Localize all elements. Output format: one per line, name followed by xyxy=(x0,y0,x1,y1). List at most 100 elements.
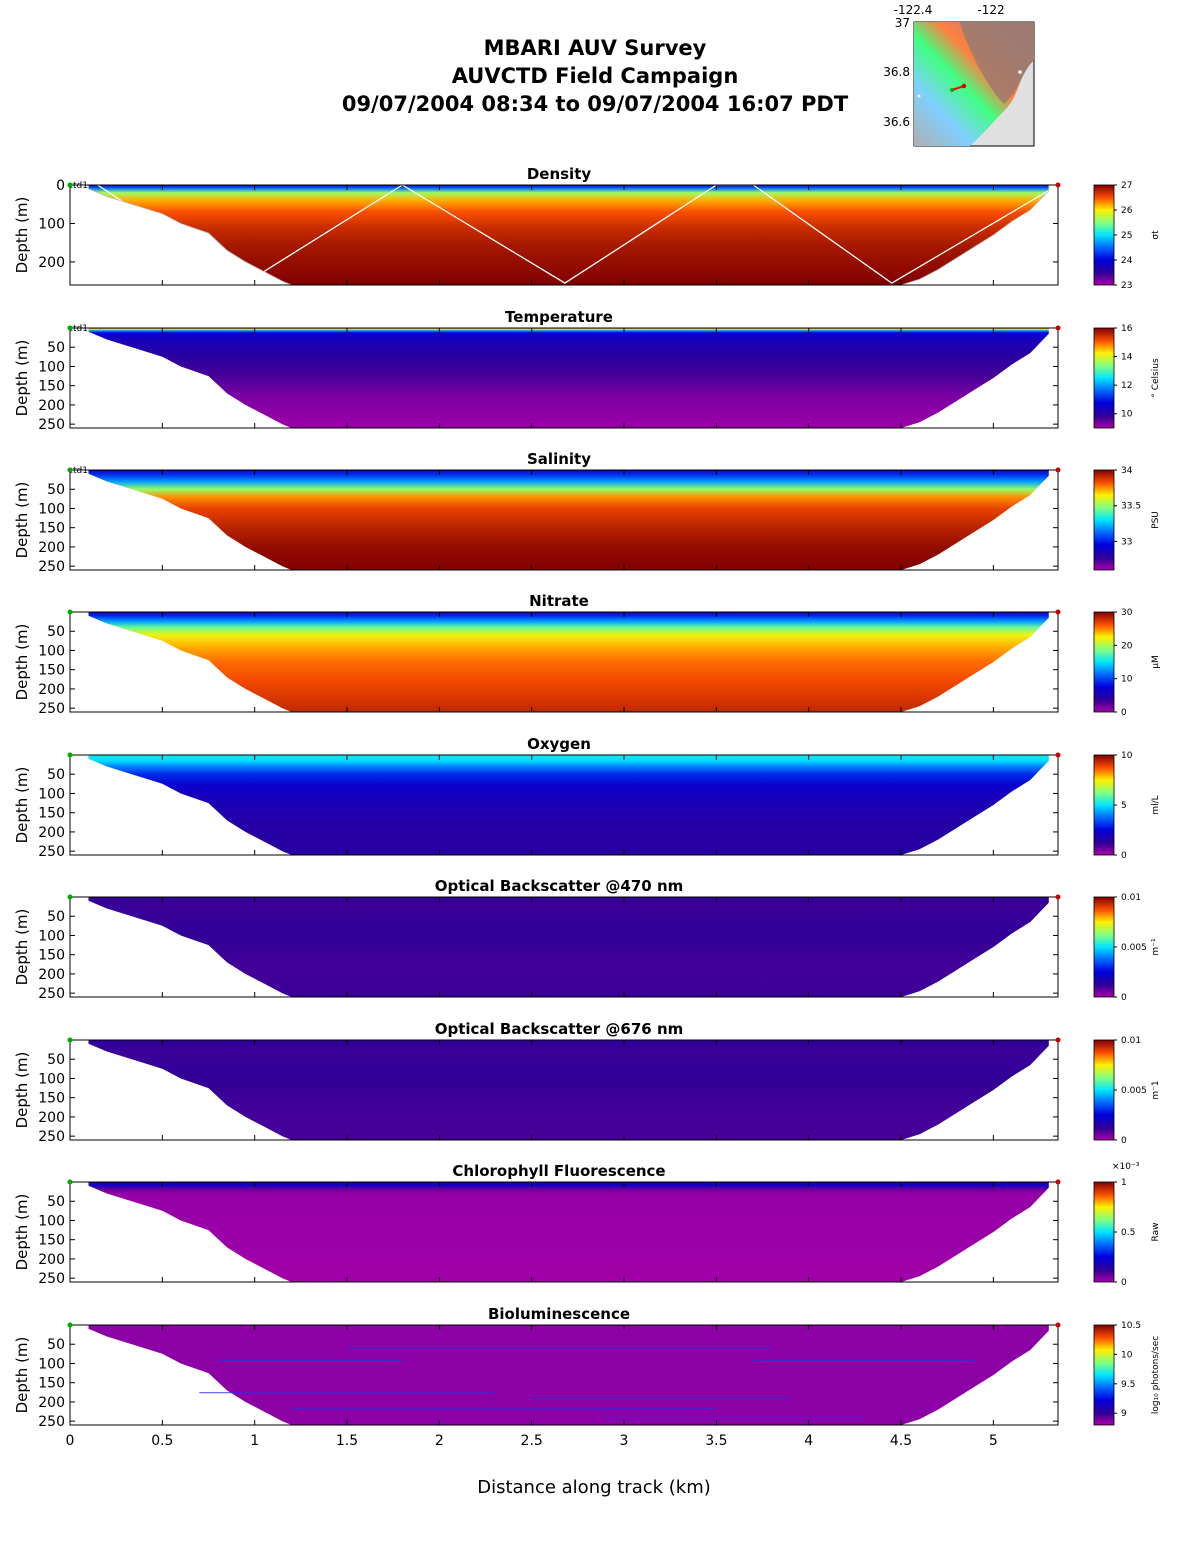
panel-title: Bioluminescence xyxy=(488,1305,630,1323)
section-fill-3 xyxy=(88,612,1049,712)
y-tick-label: 50 xyxy=(47,1337,65,1353)
y-tick-label: 100 xyxy=(38,501,65,517)
y-tick-label: 50 xyxy=(47,767,65,783)
colorbar-tick-label: 34 xyxy=(1121,466,1133,476)
colorbar-label: ml/L xyxy=(1151,795,1161,814)
colorbar-tick-label: 0.005 xyxy=(1121,943,1147,953)
y-tick-label: 150 xyxy=(38,1376,65,1392)
panel-1: 50 100 150 200 250 Depth (m) Temperature ctd1 16… xyxy=(13,308,1161,433)
colorbar-label: ° Celsius xyxy=(1151,358,1161,398)
colorbar-tick-label: 24 xyxy=(1121,256,1133,266)
y-tick-label: 250 xyxy=(38,417,65,433)
x-tick-label: 1.5 xyxy=(336,1433,358,1449)
panel-title: Optical Backscatter @676 nm xyxy=(435,1020,684,1038)
track-label: ctd1 xyxy=(68,181,88,191)
section-fill-1 xyxy=(88,328,1049,428)
axes-box-8 xyxy=(69,1324,1059,1426)
colorbar-tick-label: 0 xyxy=(1121,851,1127,861)
axes-box-0 xyxy=(69,184,1059,286)
panel-title: Chlorophyll Fluorescence xyxy=(452,1162,665,1180)
colorbar-tick-label: 10 xyxy=(1121,675,1133,685)
y-tick-label: 150 xyxy=(38,663,65,679)
colorbar-tick-label: 1 xyxy=(1121,1178,1127,1188)
end-marker xyxy=(1055,894,1061,900)
y-tick-label: 150 xyxy=(38,948,65,964)
y-tick-label: 250 xyxy=(38,844,65,860)
map-x-tick-label: -122 xyxy=(977,3,1004,17)
y-tick-label: 50 xyxy=(47,909,65,925)
colorbar-tick-label: 27 xyxy=(1121,181,1132,191)
end-marker xyxy=(1055,1179,1061,1185)
y-tick-label: 150 xyxy=(38,1233,65,1249)
colorbar-tick-label: 0.01 xyxy=(1121,893,1141,903)
colorbar-tick-label: 26 xyxy=(1121,206,1133,216)
start-marker xyxy=(67,752,73,758)
colorbar-tick-label: 16 xyxy=(1121,324,1133,334)
colorbar-tick-label: 33 xyxy=(1121,537,1132,547)
colorbar-label: PSU xyxy=(1151,511,1161,529)
start-marker xyxy=(67,894,73,900)
map-y-tick-label: 37 xyxy=(895,16,910,30)
panel-title: Salinity xyxy=(527,450,591,468)
x-axis-label: Distance along track (km) xyxy=(477,1477,711,1498)
panel-title: Density xyxy=(527,165,592,183)
track-label: ctd1 xyxy=(68,466,88,476)
y-tick-label: 200 xyxy=(38,1110,65,1126)
colorbar-tick-label: 0.005 xyxy=(1121,1086,1147,1096)
colorbar-5 xyxy=(1093,896,1115,998)
x-tick-label: 4 xyxy=(804,1433,813,1449)
y-tick-label: 250 xyxy=(38,1414,65,1430)
x-tick-label: 3 xyxy=(620,1433,629,1449)
x-tick-label: 5 xyxy=(989,1433,998,1449)
y-tick-label: 150 xyxy=(38,806,65,822)
colorbar-tick-label: 10 xyxy=(1121,1350,1133,1360)
panel-title: Nitrate xyxy=(529,592,589,610)
y-tick-label: 50 xyxy=(47,340,65,356)
colorbar-label: m⁻¹ xyxy=(1151,938,1161,956)
start-marker xyxy=(67,182,73,188)
start-marker xyxy=(67,325,73,331)
colorbar-7 xyxy=(1093,1181,1115,1283)
panel-0: 0 100 200 Depth (m) Density ctd1 27 26 25 24 23 σt xyxy=(13,165,1161,291)
x-tick-label: 2.5 xyxy=(521,1433,543,1449)
colorbar-label: µM xyxy=(1151,655,1161,669)
section-fill-7 xyxy=(88,1182,1049,1282)
colorbar-2 xyxy=(1093,469,1115,571)
panel-8: 50 100 150 200 250 Depth (m) Bioluminescence 10… xyxy=(13,1305,1161,1430)
colorbar-tick-label: 12 xyxy=(1121,381,1132,391)
map-y-tick-label: 36.8 xyxy=(883,65,910,79)
title-line-3: 09/07/2004 08:34 to 09/07/2004 16:07 PDT xyxy=(341,92,849,116)
colorbar-tick-label: 0 xyxy=(1121,993,1127,1003)
panel-6: 50 100 150 200 250 Depth (m) Optical Backscatt… xyxy=(13,1020,1161,1146)
y-tick-label: 200 xyxy=(38,255,65,271)
panel-title: Optical Backscatter @470 nm xyxy=(435,877,684,895)
colorbar-tick-label: 23 xyxy=(1121,281,1132,291)
y-tick-label: 50 xyxy=(47,482,65,498)
y-tick-label: 100 xyxy=(38,643,65,659)
y-axis-label: Depth (m) xyxy=(13,482,31,559)
y-axis-label: Depth (m) xyxy=(13,197,31,274)
y-axis-label: Depth (m) xyxy=(13,909,31,986)
start-marker xyxy=(67,609,73,615)
y-tick-label: 200 xyxy=(38,1252,65,1268)
y-tick-label: 150 xyxy=(38,521,65,537)
colorbar-0 xyxy=(1093,184,1115,286)
panel-7: 50 100 150 200 250 Depth (m) Chlorophyll Fluor… xyxy=(13,1162,1161,1288)
end-marker xyxy=(1055,1037,1061,1043)
y-tick-label: 100 xyxy=(38,786,65,802)
y-tick-label: 200 xyxy=(38,682,65,698)
y-tick-label: 0 xyxy=(56,178,65,194)
axes-box-3 xyxy=(69,611,1059,713)
colorbar-tick-label: 5 xyxy=(1121,801,1127,811)
colorbar-tick-label: 0 xyxy=(1121,1136,1127,1146)
x-tick-label: 0 xyxy=(66,1433,75,1449)
colorbar-tick-label: 0.01 xyxy=(1121,1036,1141,1046)
y-tick-label: 250 xyxy=(38,1271,65,1287)
y-tick-label: 200 xyxy=(38,540,65,556)
start-marker xyxy=(67,467,73,473)
y-axis-label: Depth (m) xyxy=(13,1194,31,1271)
map-buoy-marker xyxy=(917,94,921,98)
y-tick-label: 100 xyxy=(38,928,65,944)
